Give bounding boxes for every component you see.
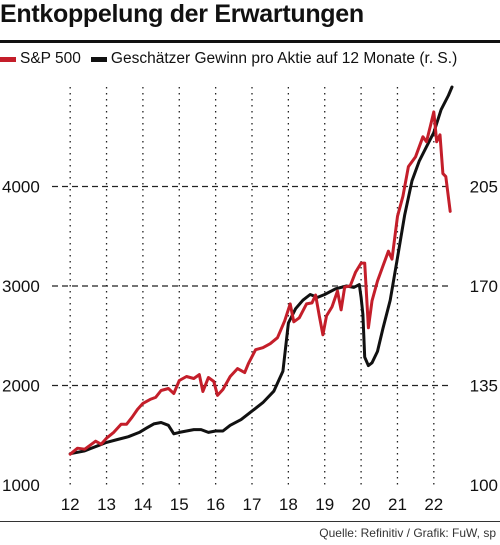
y-left-tick-label-4000: 4000: [2, 178, 40, 197]
x-tick-label-12: 12: [61, 495, 80, 514]
y-left-tick-label-3000: 3000: [2, 277, 40, 296]
y-left-tick-label-1000: 1000: [2, 476, 40, 495]
y-right-tick-label-170: 170: [470, 277, 498, 296]
x-tick-label-16: 16: [206, 495, 225, 514]
x-tick-label-13: 13: [97, 495, 116, 514]
legend-item-sp500: S&P 500: [0, 50, 81, 68]
y-right-tick-label-135: 135: [470, 377, 498, 396]
legend-swatch-sp500: [0, 56, 16, 62]
x-tick-label-19: 19: [315, 495, 334, 514]
y-left-tick-label-2000: 2000: [2, 377, 40, 396]
legend-swatch-eps: [90, 56, 107, 62]
title-rule: [0, 40, 500, 43]
x-tick-label-15: 15: [170, 495, 189, 514]
y-right-tick-label-100: 100: [470, 476, 498, 495]
x-tick-label-20: 20: [352, 495, 371, 514]
legend-label-eps: Geschätzer Gewinn pro Aktie auf 12 Monat…: [110, 50, 458, 67]
y-right-tick-label-205: 205: [470, 178, 498, 197]
source-note: Quelle: Refinitiv / Grafik: FuW, sp: [319, 526, 496, 540]
legend-item-eps: Geschätzer Gewinn pro Aktie auf 12 Monat…: [90, 50, 458, 68]
x-tick-label-14: 14: [133, 495, 152, 514]
x-tick-label-22: 22: [424, 495, 443, 514]
legend: S&P 500 Geschätzer Gewinn pro Aktie auf …: [0, 50, 467, 68]
chart-title: Entkoppelung der Erwartungen: [0, 0, 364, 28]
footer-rule: [0, 521, 500, 522]
series-line-eps: [68, 85, 454, 456]
x-tick-label-17: 17: [243, 495, 262, 514]
x-tick-label-18: 18: [279, 495, 298, 514]
series-line-sp500: [68, 110, 452, 456]
x-tick-label-21: 21: [388, 495, 407, 514]
legend-label-sp500: S&P 500: [20, 50, 81, 67]
